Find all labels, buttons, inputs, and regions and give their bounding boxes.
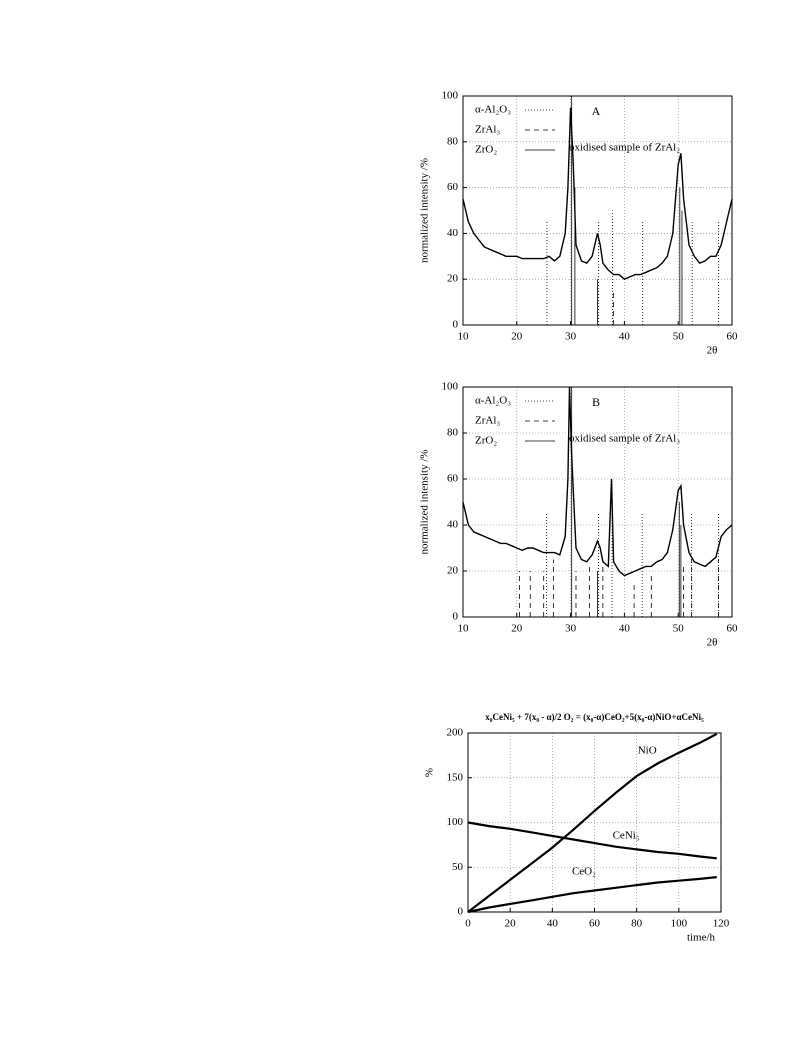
y-tick-label: 200 xyxy=(447,727,464,739)
series-line xyxy=(467,732,718,913)
x-tick-label: 120 xyxy=(713,918,730,930)
x-tick-label: 60 xyxy=(727,331,739,343)
y-tick-label: 80 xyxy=(447,427,459,439)
y-tick-label: 80 xyxy=(447,135,459,147)
y-tick-label: 60 xyxy=(447,181,459,193)
annotation: oxidised sample of ZrAl₃ xyxy=(569,433,680,445)
legend-label: ZrO₂ xyxy=(475,435,497,447)
annotation: oxidised sample of ZrAl₂ xyxy=(569,142,680,154)
series-label: NiO xyxy=(638,744,657,756)
y-axis-label: normalized intensity /% xyxy=(419,449,431,554)
y-tick-label: 150 xyxy=(447,771,464,783)
pattern-line xyxy=(462,386,733,577)
x-tick-label: 40 xyxy=(547,918,559,930)
series-line xyxy=(467,821,717,860)
legend-label: ZrO₂ xyxy=(475,144,497,156)
x-tick-label: 20 xyxy=(511,623,523,635)
y-tick-label: 50 xyxy=(452,861,464,873)
y-tick-label: 100 xyxy=(447,816,464,828)
x-tick-label: 60 xyxy=(589,918,601,930)
y-tick-label: 100 xyxy=(442,381,459,393)
x-tick-label: 60 xyxy=(727,623,739,635)
x-tick-label: 100 xyxy=(671,918,688,930)
y-tick-label: 100 xyxy=(442,90,459,102)
legend-label: ZrAl₃ xyxy=(475,415,500,427)
y-tick-label: 40 xyxy=(447,519,459,531)
y-axis-label: % xyxy=(424,768,436,777)
x-tick-label: 10 xyxy=(458,623,470,635)
y-tick-label: 60 xyxy=(447,473,459,485)
x-axis-label: 2θ xyxy=(707,637,718,649)
y-tick-label: 20 xyxy=(447,273,459,285)
y-axis-label: normalized intensity /% xyxy=(419,158,431,263)
x-tick-label: 50 xyxy=(673,331,685,343)
y-tick-label: 0 xyxy=(453,319,459,331)
x-tick-label: 30 xyxy=(565,623,577,635)
x-tick-label: 0 xyxy=(465,918,471,930)
series-line xyxy=(467,876,717,914)
annotation: B xyxy=(592,395,600,409)
x-axis-label: 2θ xyxy=(707,345,718,357)
y-tick-label: 40 xyxy=(447,227,459,239)
series-label: CeO₂ xyxy=(572,865,596,877)
y-tick-label: 0 xyxy=(458,906,464,918)
x-tick-label: 20 xyxy=(511,331,523,343)
x-tick-label: 40 xyxy=(619,623,631,635)
x-tick-label: 80 xyxy=(631,918,643,930)
legend-label: α-Al₂O₃ xyxy=(475,395,511,407)
x-tick-label: 40 xyxy=(619,331,631,343)
x-axis-label: time/h xyxy=(687,932,716,944)
x-tick-label: 10 xyxy=(458,331,470,343)
legend-label: ZrAl₃ xyxy=(475,124,500,136)
x-tick-label: 30 xyxy=(565,331,577,343)
x-tick-label: 20 xyxy=(505,918,517,930)
y-tick-label: 0 xyxy=(453,611,459,623)
x-tick-label: 50 xyxy=(673,623,685,635)
series-label: CeNi₅ xyxy=(613,829,640,841)
annotation: A xyxy=(592,104,601,118)
chart-title: x₀CeNi₅ + 7(x₀ - α)/2 O₂ = (x₀-α)CeO₂+5(… xyxy=(485,712,704,722)
legend-label: α-Al₂O₃ xyxy=(475,104,511,116)
y-tick-label: 20 xyxy=(447,565,459,577)
pattern-line xyxy=(462,107,733,281)
